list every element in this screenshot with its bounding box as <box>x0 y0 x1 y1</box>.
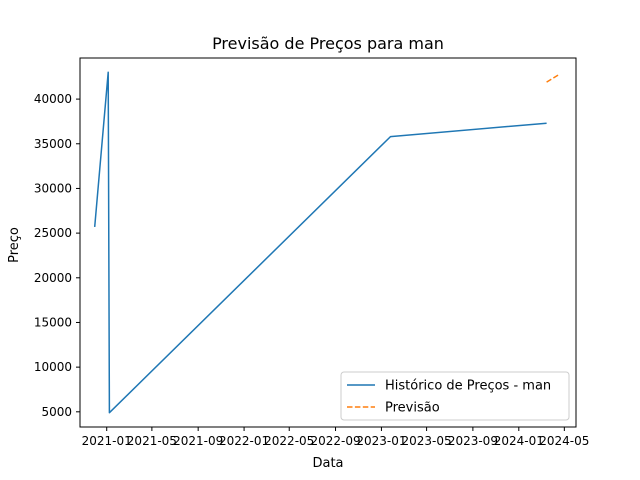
chart-title: Previsão de Preços para man <box>212 34 444 53</box>
x-tick-label: 2022-09 <box>310 434 360 448</box>
x-tick-label: 2022-01 <box>219 434 269 448</box>
x-tick-label: 2024-01 <box>494 434 544 448</box>
y-tick-label: 20000 <box>34 271 72 285</box>
y-tick-label: 25000 <box>34 226 72 240</box>
x-tick-label: 2023-01 <box>356 434 406 448</box>
x-tick-label: 2021-05 <box>127 434 177 448</box>
x-tick-label: 2024-05 <box>539 434 589 448</box>
y-tick-label: 10000 <box>34 360 72 374</box>
x-tick-label: 2021-01 <box>82 434 132 448</box>
y-tick-label: 40000 <box>34 92 72 106</box>
plot-frame <box>79 57 577 428</box>
x-tick-label: 2021-09 <box>173 434 223 448</box>
legend: Histórico de Preços - man Previsão <box>340 371 570 421</box>
series-line-historico <box>93 71 547 414</box>
y-tick-label: 30000 <box>34 181 72 195</box>
x-tick-label: 2022-05 <box>264 434 314 448</box>
y-tick-label: 5000 <box>41 405 72 419</box>
x-tick-label: 2023-09 <box>448 434 498 448</box>
x-axis: 2021-012021-052021-092022-012022-052022-… <box>82 427 589 448</box>
plot-area <box>93 71 559 414</box>
series-line-previsao <box>546 74 559 83</box>
x-axis-label: Data <box>312 456 343 471</box>
legend-label: Histórico de Preços - man <box>385 379 551 394</box>
x-tick-label: 2023-05 <box>402 434 452 448</box>
y-tick-label: 35000 <box>34 137 72 151</box>
legend-box <box>340 371 570 421</box>
y-axis-label: Preço <box>7 227 22 263</box>
y-tick-label: 15000 <box>34 315 72 329</box>
legend-label: Previsão <box>385 401 440 416</box>
y-axis: 5000 10000 15000 20000 25000 30000 35000 40000 <box>34 92 80 419</box>
